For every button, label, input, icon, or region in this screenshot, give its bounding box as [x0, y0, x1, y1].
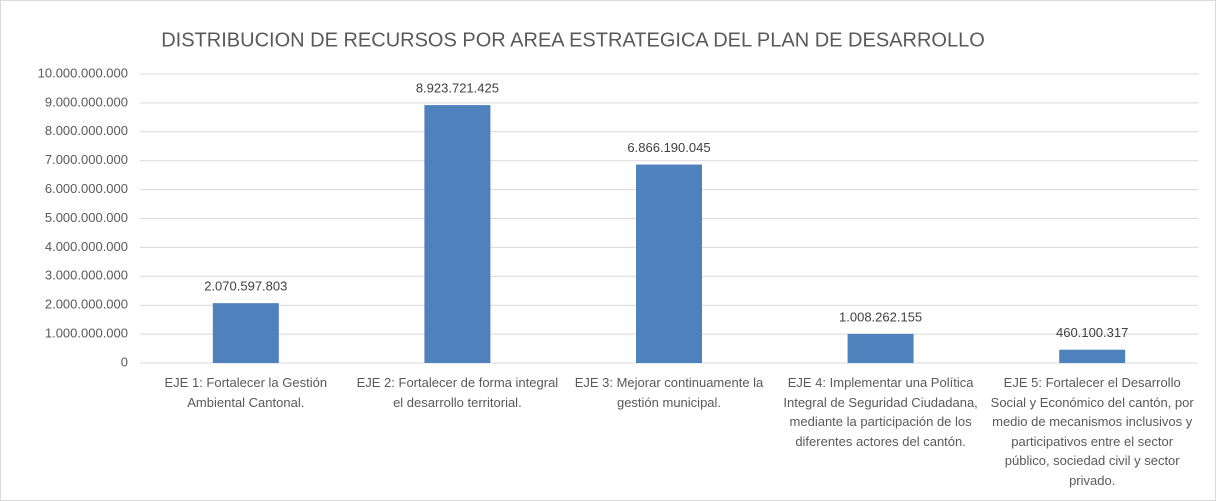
y-tick-label: 3.000.000.000	[45, 268, 128, 283]
value-label: 6.866.190.045	[627, 140, 710, 155]
x-tick-label: EJE 4: Implementar una Política Integral…	[783, 375, 978, 449]
y-tick-label: 0	[121, 354, 128, 369]
value-label: 2.070.597.803	[204, 279, 287, 294]
x-tick-label: EJE 1: Fortalecer la Gestión Ambiental C…	[164, 375, 328, 410]
chart-title: DISTRIBUCION DE RECURSOS POR AREA ESTRAT…	[161, 29, 985, 51]
y-tick-label: 2.000.000.000	[45, 297, 128, 312]
x-tick-label: EJE 5: Fortalecer el Desarrollo Social y…	[990, 375, 1194, 488]
y-tick-label: 6.000.000.000	[45, 181, 128, 196]
bar	[212, 303, 279, 363]
y-tick-label: 7.000.000.000	[45, 152, 128, 167]
x-tick-label: EJE 3: Mejorar continuamente la gestión …	[574, 375, 764, 410]
bar	[847, 333, 914, 363]
value-label: 1.008.262.155	[839, 309, 922, 324]
y-tick-label: 8.000.000.000	[45, 123, 128, 138]
bar	[424, 105, 491, 363]
x-tick-label: EJE 2: Fortalecer de forma integral el d…	[356, 375, 559, 410]
y-tick-label: 10.000.000.000	[38, 65, 128, 80]
bar	[636, 164, 702, 363]
y-tick-label: 9.000.000.000	[45, 94, 128, 109]
y-tick-label: 1.000.000.000	[45, 326, 128, 341]
y-tick-label: 4.000.000.000	[45, 239, 128, 254]
value-label: 8.923.721.425	[416, 81, 499, 96]
value-label: 460.100.317	[1056, 325, 1128, 340]
y-tick-label: 5.000.000.000	[45, 210, 128, 225]
bar	[1059, 349, 1126, 363]
